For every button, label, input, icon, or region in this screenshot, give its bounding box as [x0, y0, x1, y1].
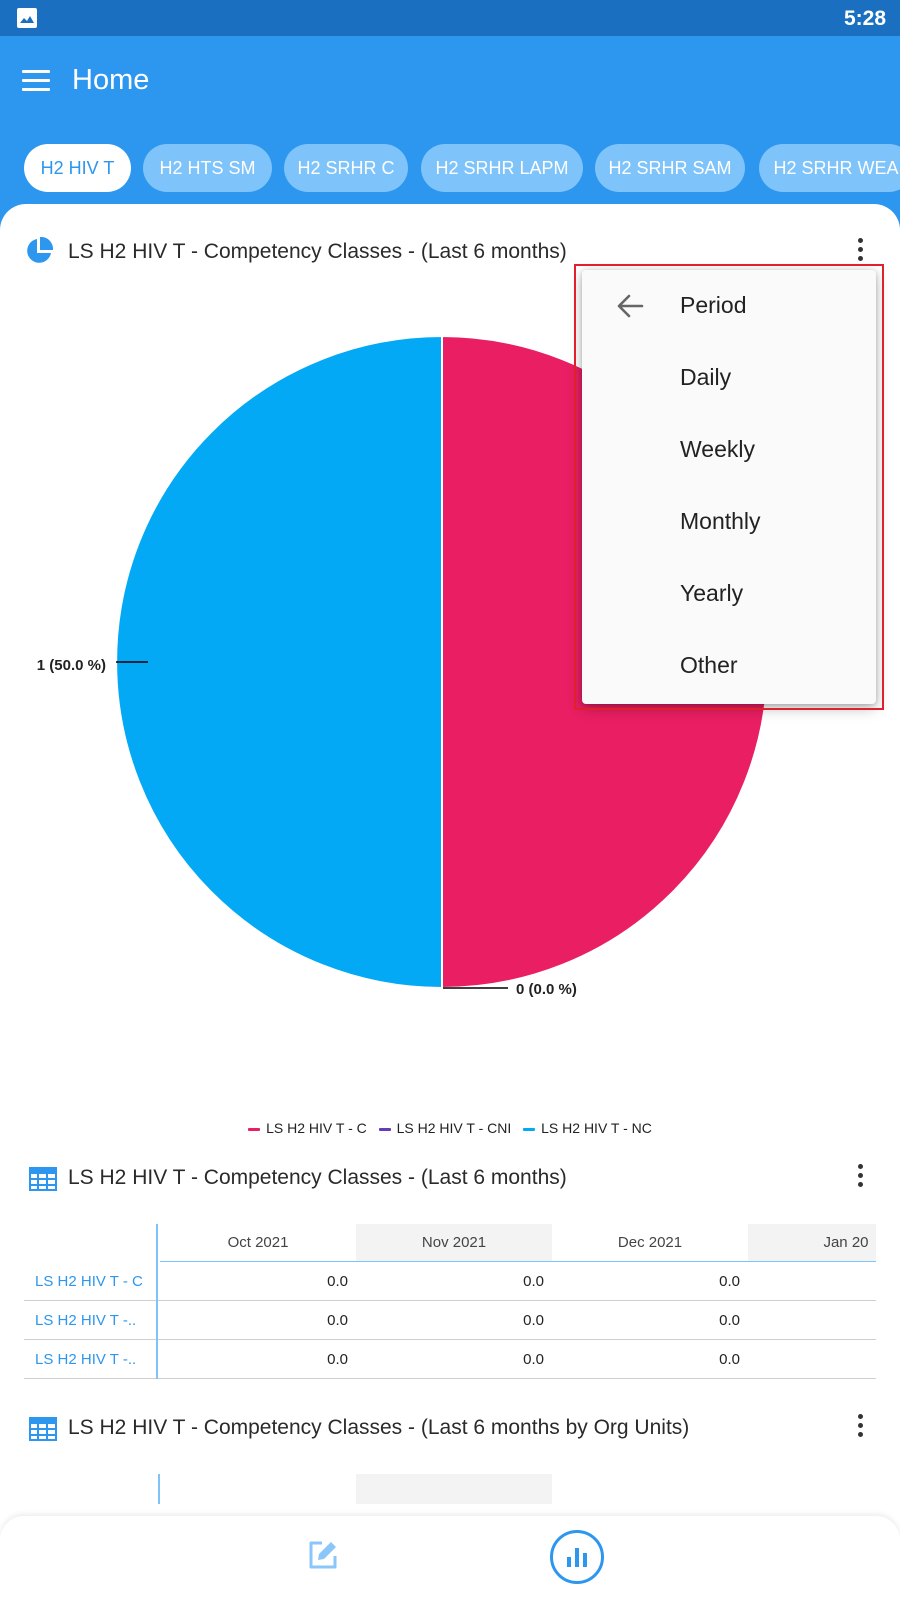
legend-swatch-c	[248, 1127, 261, 1131]
chart-legend: LS H2 HIV T - C LS H2 HIV T - CNI LS H2 …	[0, 1120, 900, 1136]
pie-section-header: LS H2 HIV T - Competency Classes - (Last…	[24, 230, 876, 274]
table-cell: 0.0	[523, 1312, 544, 1329]
table-row: LS H2 HIV T -.. 0.0 0.0 0.0	[24, 1301, 876, 1340]
edit-icon[interactable]	[306, 1538, 340, 1572]
column-header: Jan 20	[748, 1224, 876, 1262]
menu-item-label: Yearly	[680, 580, 744, 606]
table-cell: 0.0	[719, 1273, 740, 1290]
table-row: LS H2 HIV T -.. 0.0 0.0 0.0	[24, 1340, 876, 1379]
table-section-title: LS H2 HIV T - Competency Classes - (Last…	[68, 1166, 567, 1189]
status-time: 5:28	[843, 7, 886, 30]
legend-label-c: LS H2 HIV T - C	[266, 1120, 367, 1136]
program-chips: H2 HIV T H2 HTS SM H2 SRHR C H2 SRHR LAP…	[0, 132, 900, 208]
chip-h2-srhr-wea[interactable]: H2 SRHR WEA	[759, 144, 900, 192]
org-table-peek	[158, 1474, 762, 1504]
menu-item-period-back[interactable]: Period	[582, 270, 876, 342]
legend-label-cni: LS H2 HIV T - CNI	[396, 1120, 512, 1136]
menu-item-label: Weekly	[680, 436, 755, 462]
menu-item-label: Monthly	[680, 508, 761, 534]
org-section-title: LS H2 HIV T - Competency Classes - (Last…	[68, 1416, 690, 1439]
analytics-icon[interactable]	[550, 1530, 604, 1584]
row-label[interactable]: LS H2 HIV T -..	[24, 1301, 158, 1340]
menu-item-label: Period	[680, 292, 747, 318]
legend-swatch-nc	[523, 1127, 536, 1131]
pie-slice-2[interactable]	[115, 334, 443, 990]
app-title: Home	[72, 64, 150, 96]
table-cell: 0.0	[327, 1273, 348, 1290]
org-section-header: LS H2 HIV T - Competency Classes - (Last…	[24, 1406, 876, 1450]
pie-chart-icon	[27, 236, 54, 263]
chip-h2-srhr-c[interactable]: H2 SRHR C	[284, 144, 408, 192]
app-bar: Home	[0, 36, 900, 132]
legend-item-c: LS H2 HIV T - C	[248, 1120, 367, 1136]
table-icon	[29, 1417, 57, 1441]
menu-item-label: Other	[680, 652, 738, 678]
row-label[interactable]: LS H2 HIV T -..	[24, 1340, 158, 1379]
org-more-options-icon[interactable]	[852, 1414, 868, 1442]
chip-h2-hts-sm[interactable]: H2 HTS SM	[143, 144, 272, 192]
table-cell: 0.0	[327, 1351, 348, 1368]
table-cell: 0.0	[523, 1273, 544, 1290]
table-cell: 0.0	[719, 1312, 740, 1329]
table-cell: 0.0	[523, 1351, 544, 1368]
table-icon	[29, 1167, 57, 1191]
table-cell: 0.0	[327, 1312, 348, 1329]
back-arrow-icon	[617, 294, 644, 318]
column-header: Oct 2021	[160, 1224, 356, 1262]
chip-h2-hiv-t[interactable]: H2 HIV T	[24, 144, 131, 192]
menu-item-monthly[interactable]: Monthly	[582, 486, 876, 558]
status-bar: 5:28	[0, 0, 900, 36]
table-row: LS H2 HIV T - C 0.0 0.0 0.0	[24, 1262, 876, 1301]
row-label[interactable]: LS H2 HIV T - C	[24, 1262, 158, 1301]
pie-section-title: LS H2 HIV T - Competency Classes - (Last…	[68, 240, 567, 263]
chip-h2-srhr-sam[interactable]: H2 SRHR SAM	[595, 144, 745, 192]
legend-label-nc: LS H2 HIV T - NC	[541, 1120, 652, 1136]
column-header: Dec 2021	[552, 1224, 748, 1262]
chip-h2-srhr-lapm[interactable]: H2 SRHR LAPM	[421, 144, 583, 192]
gallery-icon	[17, 8, 37, 28]
table-header-row: Oct 2021 Nov 2021 Dec 2021 Jan 20	[24, 1224, 876, 1262]
legend-item-nc: LS H2 HIV T - NC	[523, 1120, 652, 1136]
hamburger-menu-icon[interactable]	[22, 70, 50, 92]
legend-item-cni: LS H2 HIV T - CNI	[378, 1120, 512, 1136]
menu-item-yearly[interactable]: Yearly	[582, 558, 876, 630]
menu-item-label: Daily	[680, 364, 732, 390]
table-more-options-icon[interactable]	[852, 1164, 868, 1192]
table-corner	[24, 1224, 158, 1262]
legend-swatch-cni	[378, 1127, 391, 1131]
table-section-header: LS H2 HIV T - Competency Classes - (Last…	[24, 1156, 876, 1200]
period-menu: Period Daily Weekly Monthly Yearly Other	[582, 270, 876, 704]
menu-item-other[interactable]: Other	[582, 630, 876, 702]
competency-table: Oct 2021 Nov 2021 Dec 2021 Jan 20 LS H2 …	[24, 1224, 876, 1379]
pie-data-label-1: 0 (0.0 %)	[516, 981, 577, 998]
pie-more-options-icon[interactable]	[852, 238, 868, 266]
bottom-navigation	[0, 1516, 900, 1600]
pie-data-label-2: 1 (50.0 %)	[37, 657, 106, 674]
menu-item-weekly[interactable]: Weekly	[582, 414, 876, 486]
table-cell: 0.0	[719, 1351, 740, 1368]
column-header: Nov 2021	[356, 1224, 552, 1262]
menu-item-daily[interactable]: Daily	[582, 342, 876, 414]
